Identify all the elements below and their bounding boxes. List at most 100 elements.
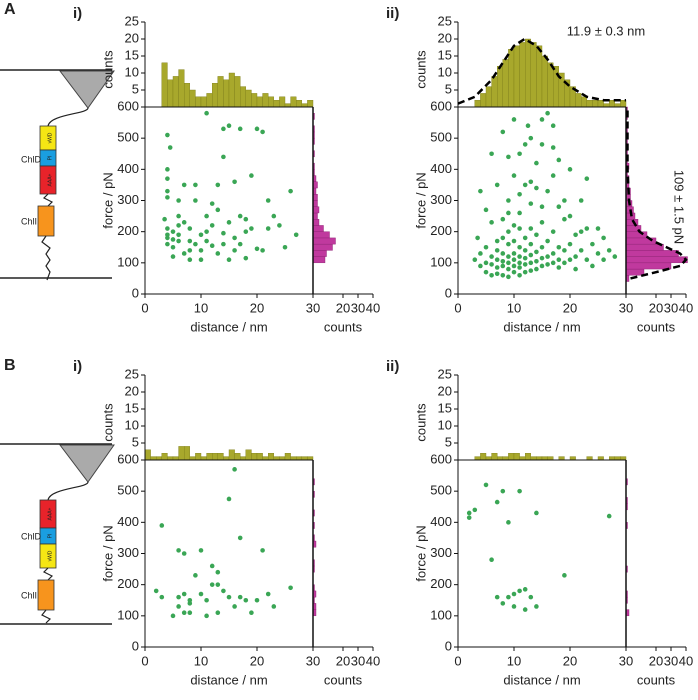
- data-point: [187, 610, 193, 616]
- y-tick-label: 10: [125, 417, 139, 432]
- data-point: [176, 232, 181, 238]
- data-point: [517, 210, 522, 216]
- data-point: [215, 207, 221, 213]
- data-point: [187, 601, 193, 606]
- data-point: [237, 213, 243, 219]
- y-tick-label: 200: [117, 223, 139, 238]
- histogram-bar: [155, 456, 162, 461]
- y-tick-label: 200: [430, 576, 452, 591]
- y-tick-label: 25: [438, 13, 452, 28]
- data-point: [489, 262, 494, 267]
- histogram-bar: [480, 453, 487, 461]
- data-point: [522, 248, 528, 253]
- histogram-bar: [513, 45, 520, 108]
- histogram-bar: [228, 449, 235, 461]
- x-tick-label: 20: [250, 653, 264, 668]
- x-tick-label: 0: [141, 653, 148, 668]
- data-point: [181, 551, 187, 556]
- data-point: [511, 223, 517, 228]
- data-point: [511, 257, 517, 263]
- data-point: [260, 129, 265, 135]
- y-axis-label: counts: [413, 50, 428, 89]
- data-point: [562, 260, 567, 266]
- y-tick-label: 0: [445, 638, 452, 653]
- data-point: [595, 251, 601, 256]
- x-axis-label: counts: [637, 672, 676, 687]
- x-tick-label: 20: [563, 653, 577, 668]
- data-point: [522, 587, 528, 592]
- data-point: [494, 499, 500, 505]
- histogram-bar: [609, 456, 616, 461]
- histogram-bar: [268, 96, 275, 108]
- x-tick-label: 40: [679, 300, 693, 315]
- x-axis-label: counts: [637, 319, 676, 334]
- y-tick-label: 100: [430, 607, 452, 622]
- histogram-bar: [536, 45, 543, 108]
- data-point: [517, 191, 522, 197]
- histogram-bar: [234, 453, 241, 461]
- y-tick-label: 0: [445, 285, 452, 300]
- data-point: [187, 238, 193, 244]
- y-tick-label: 25: [125, 13, 139, 28]
- data-point: [528, 260, 534, 266]
- y-axis-label: counts: [100, 403, 115, 442]
- y-tick-label: 20: [438, 30, 452, 45]
- x-tick-label: 30: [664, 300, 678, 315]
- section-label: B: [4, 357, 16, 374]
- data-point: [181, 591, 187, 597]
- data-point: [243, 229, 249, 234]
- y-axis-label: force / pN: [413, 172, 428, 228]
- data-point: [534, 232, 539, 238]
- data-point: [534, 266, 539, 272]
- y-tick-label: 300: [117, 545, 139, 560]
- histogram-bar: [541, 55, 548, 108]
- histogram-bar: [558, 456, 565, 461]
- data-point: [517, 488, 522, 494]
- data-point: [522, 262, 528, 267]
- data-point: [584, 176, 590, 181]
- data-point: [539, 204, 545, 210]
- data-point: [489, 151, 494, 157]
- histogram-bar: [581, 96, 588, 108]
- data-point: [517, 244, 522, 250]
- data-point: [528, 179, 534, 185]
- data-point: [249, 173, 254, 178]
- data-point: [165, 188, 170, 194]
- y-tick-label: 10: [125, 64, 139, 79]
- data-point: [494, 182, 500, 188]
- histogram-bar: [312, 256, 326, 264]
- histogram-bar: [206, 453, 213, 461]
- x-tick-label: 10: [507, 300, 521, 315]
- data-point: [478, 263, 483, 269]
- y-tick-label: 15: [438, 47, 452, 62]
- data-point: [534, 604, 539, 609]
- data-point: [254, 246, 260, 252]
- data-point: [534, 258, 539, 264]
- histogram-bar: [189, 456, 196, 461]
- data-point: [265, 198, 271, 203]
- data-point: [159, 523, 165, 528]
- data-point: [165, 226, 170, 231]
- histogram-bar: [547, 62, 554, 108]
- data-point: [483, 269, 489, 275]
- y-tick-label: 300: [430, 192, 452, 207]
- data-point: [165, 195, 170, 200]
- data-point: [494, 265, 500, 270]
- y-tick-label: 500: [430, 483, 452, 498]
- data-point: [539, 255, 545, 261]
- x-axis-label: distance / nm: [503, 319, 580, 334]
- histogram-bar: [536, 456, 543, 461]
- histogram-bar: [597, 456, 604, 461]
- data-point: [550, 229, 556, 234]
- data-point: [545, 110, 550, 116]
- data-point: [573, 254, 578, 259]
- data-point: [170, 254, 176, 259]
- data-point: [209, 201, 215, 206]
- x-tick-label: 0: [141, 300, 148, 315]
- schematic: vWD PI AAA+ ChlD ChlI: [0, 69, 115, 281]
- data-point: [271, 213, 277, 219]
- data-point: [221, 230, 226, 236]
- y-tick-label: 500: [117, 483, 139, 498]
- y-tick-label: 0: [132, 638, 139, 653]
- fit-curve: [457, 37, 626, 105]
